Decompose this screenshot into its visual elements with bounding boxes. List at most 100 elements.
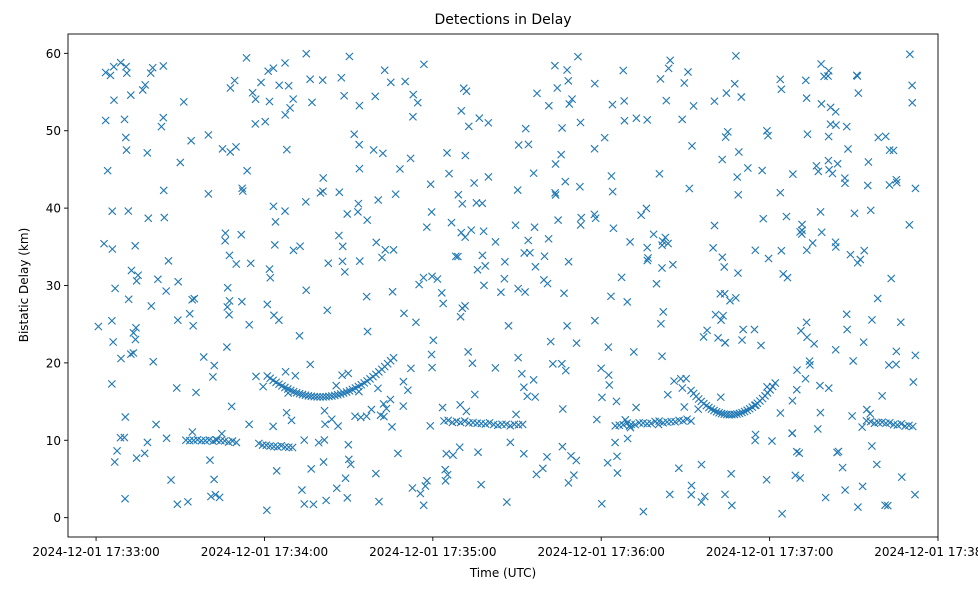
detection-point [797, 229, 806, 238]
detection-point [316, 392, 325, 401]
detection-point [422, 476, 431, 485]
detection-point [120, 433, 129, 442]
detection-point [733, 173, 742, 182]
detection-point [237, 297, 246, 306]
detection-point [211, 490, 220, 499]
detection-point [659, 307, 668, 316]
detection-point [665, 490, 674, 499]
detection-point [231, 142, 240, 151]
detection-point [529, 375, 538, 384]
detection-point [841, 486, 850, 495]
detection-point [810, 339, 819, 348]
detection-point [355, 140, 364, 149]
detection-point [687, 490, 696, 499]
detection-point [159, 113, 168, 122]
detection-point [143, 438, 152, 447]
detection-point [426, 421, 435, 430]
detection-point [437, 288, 446, 297]
y-tick-label: 0 [53, 511, 61, 525]
detection-point [192, 388, 201, 397]
detection-point [179, 97, 188, 106]
detection-point [210, 361, 219, 370]
detection-point [521, 124, 530, 133]
detection-point [408, 112, 417, 121]
detection-point [307, 464, 316, 473]
x-axis-label: Time (UTC) [469, 566, 536, 580]
detection-point [460, 417, 469, 426]
detection-point [109, 62, 118, 71]
detection-point [805, 360, 814, 369]
detection-point [281, 207, 289, 216]
detection-point [94, 322, 103, 331]
detection-point [121, 413, 130, 422]
detection-point [897, 473, 906, 482]
detection-point [232, 438, 241, 447]
detection-point [561, 366, 570, 375]
x-tick-label: 2024-12-01 17:37:00 [706, 545, 833, 559]
detection-point [462, 407, 471, 416]
detection-point [457, 106, 466, 115]
detection-point [126, 350, 135, 359]
detection-point [908, 98, 917, 107]
detection-point [316, 188, 325, 197]
detection-point [288, 443, 297, 452]
detection-point [623, 297, 632, 306]
detection-point [479, 227, 488, 236]
detection-point [842, 122, 851, 131]
detection-point [815, 381, 824, 390]
detection-point [623, 434, 632, 443]
detection-point [269, 311, 278, 320]
detection-point [197, 436, 206, 445]
detection-point [553, 84, 562, 93]
detection-point [743, 164, 752, 173]
detection-point [511, 221, 520, 230]
detection-point [813, 424, 822, 433]
detection-point [803, 130, 812, 139]
detection-point [313, 392, 322, 401]
detection-point [771, 379, 780, 388]
detection-point [438, 403, 447, 412]
detection-point [101, 116, 110, 125]
detection-point [341, 474, 350, 483]
detection-point [124, 295, 133, 304]
detection-point [378, 149, 387, 158]
detection-point [389, 245, 398, 254]
detection-point [208, 372, 217, 381]
detection-point [243, 166, 252, 175]
detection-point [433, 275, 442, 284]
detection-point [122, 146, 131, 155]
detection-point [590, 316, 599, 325]
detection-point [740, 407, 749, 416]
detection-point [246, 259, 255, 268]
detection-point [816, 207, 825, 216]
detection-point [399, 377, 408, 386]
detection-point [106, 71, 115, 80]
detection-point [474, 448, 483, 457]
detection-point [223, 302, 232, 311]
detection-point [282, 408, 291, 417]
detection-point [393, 449, 402, 458]
detection-point [289, 246, 298, 255]
y-tick-label: 30 [46, 279, 61, 293]
detection-point [881, 501, 890, 510]
detection-point [911, 351, 920, 360]
detection-point [520, 248, 529, 257]
detection-point [557, 150, 566, 159]
detection-point [215, 493, 224, 502]
detection-point [751, 430, 760, 439]
detection-point [550, 61, 559, 70]
detection-point [721, 490, 729, 499]
detection-point [666, 56, 675, 65]
detection-point [481, 261, 490, 270]
detection-point [867, 315, 876, 324]
detection-point [261, 117, 270, 126]
detection-point [551, 190, 560, 199]
detection-point [141, 80, 150, 89]
detection-point [378, 253, 387, 262]
detection-point [575, 182, 584, 191]
detection-point [445, 169, 454, 178]
detection-point [464, 122, 473, 131]
detection-point [245, 420, 254, 429]
detection-point [853, 72, 862, 81]
detection-point [554, 216, 563, 225]
